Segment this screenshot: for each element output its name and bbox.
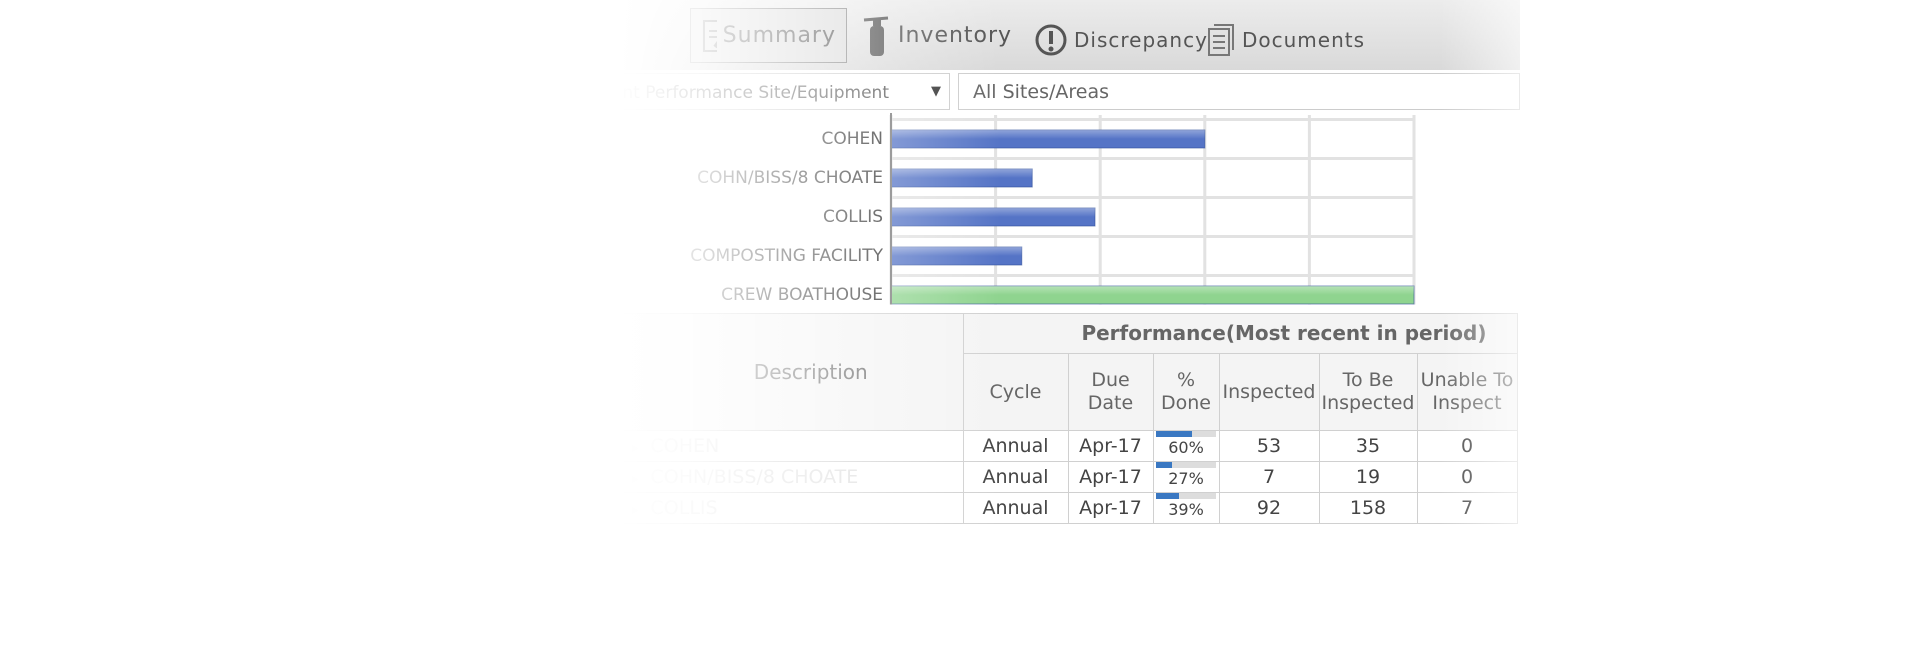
description-text: COHEN: [650, 435, 720, 457]
percent-label: 39%: [1168, 500, 1204, 519]
column-header: Inspected: [1218, 353, 1320, 431]
expand-arrow: ▸: [632, 472, 639, 487]
expand-arrow: ▸: [632, 503, 639, 518]
table-cell: 53: [1218, 430, 1320, 462]
description-cell: ▸ COHN/BISS/8 CHOATE: [620, 461, 964, 493]
progress-track: [1156, 462, 1216, 468]
description-text: COLLIS: [650, 497, 718, 519]
table-cell: Apr-17: [1067, 492, 1154, 524]
progress-track: [1156, 431, 1216, 437]
expand-arrow: ▸: [632, 441, 639, 456]
description-cell: ▸ COHEN: [620, 430, 964, 462]
category-label: COHN/BISS/8 CHOATE: [697, 168, 883, 188]
percent-cell: 60%: [1152, 430, 1220, 462]
table-cell: 0: [1416, 461, 1518, 493]
description-text: COHN/BISS/8 CHOATE: [650, 466, 859, 488]
column-header: Due Date: [1067, 353, 1154, 431]
percent-label: 27%: [1168, 469, 1204, 488]
progress-fill: [1156, 431, 1192, 437]
table-row: ▸ COHEN Annual Apr-17 60% 53 35 0: [620, 430, 1518, 462]
table-cell: Annual: [962, 492, 1069, 524]
table-cell: Apr-17: [1067, 461, 1154, 493]
table-cell: Annual: [962, 461, 1069, 493]
group-header: Performance(Most recent in period): [962, 313, 1518, 354]
table-row: ▸ COLLIS Annual Apr-17 39% 92 158 7: [620, 492, 1518, 524]
table-cell: 92: [1218, 492, 1320, 524]
table-cell: Apr-17: [1067, 430, 1154, 462]
column-header: Unable To Inspect: [1416, 353, 1518, 431]
progress-fill: [1156, 493, 1180, 499]
bar-shine: [891, 286, 1414, 304]
table-cell: Annual: [962, 430, 1069, 462]
percent-label: 60%: [1168, 438, 1204, 457]
table-row: ▸ COHN/BISS/8 CHOATE Annual Apr-17 27% 7 19 0: [620, 461, 1518, 493]
description-header: Description: [620, 313, 964, 431]
table-cell: 7: [1416, 492, 1518, 524]
description-cell: ▸ COLLIS: [620, 492, 964, 524]
table-cell: 7: [1218, 461, 1320, 493]
percent-cell: 27%: [1152, 461, 1220, 493]
progress-track: [1156, 493, 1216, 499]
bar-shine: [891, 130, 1205, 148]
category-label: COLLIS: [823, 207, 883, 227]
table-cell: 0: [1416, 430, 1518, 462]
progress-fill: [1156, 462, 1173, 468]
performance-table: Description Performance(Most recent in p…: [620, 313, 1518, 524]
bar-shine: [891, 208, 1095, 226]
chart: COHEN COHN/BISS/8 CHOATE COLLIS COMPOSTING …: [690, 113, 1416, 305]
category-label: COMPOSTING FACILITY: [690, 246, 883, 266]
table-cell: 158: [1318, 492, 1418, 524]
table-cell: 35: [1318, 430, 1418, 462]
bar-shine: [891, 247, 1022, 265]
table-cell: 19: [1318, 461, 1418, 493]
column-header: To Be Inspected: [1318, 353, 1418, 431]
column-header: % Done: [1152, 353, 1220, 431]
category-label: COHEN: [822, 129, 884, 149]
column-header: Cycle: [962, 353, 1069, 431]
category-label: CREW BOATHOUSE: [721, 285, 883, 305]
percent-cell: 39%: [1152, 492, 1220, 524]
bar-shine: [891, 169, 1033, 187]
